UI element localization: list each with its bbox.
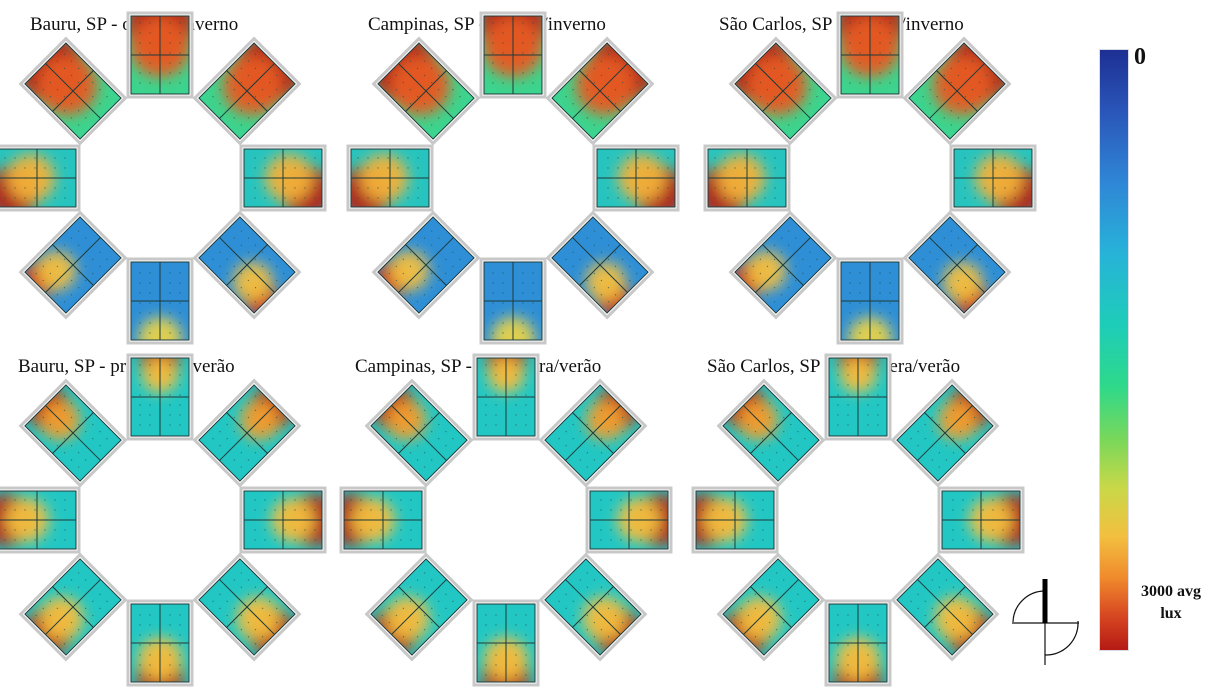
room-map-sw xyxy=(18,552,128,662)
colorbar-max-value: 3000 avg xyxy=(1141,583,1201,600)
room-map-nw xyxy=(18,36,128,146)
panel-octagon-4 xyxy=(339,353,673,687)
room-map-n xyxy=(824,353,892,441)
room-map-s xyxy=(126,257,194,345)
panel-octagon-1 xyxy=(346,11,680,345)
room-map-se xyxy=(545,210,655,320)
room-map-s xyxy=(126,599,194,687)
panel-octagon-2 xyxy=(703,11,1037,345)
room-map-ne xyxy=(902,36,1012,146)
room-map-w xyxy=(0,144,81,212)
room-map-s xyxy=(472,599,540,687)
room-map-e xyxy=(239,144,327,212)
room-map-ne xyxy=(538,378,648,488)
room-map-e xyxy=(949,144,1037,212)
room-map-e xyxy=(239,486,327,554)
room-map-s xyxy=(479,257,547,345)
room-map-n xyxy=(472,353,540,441)
room-map-ne xyxy=(890,378,1000,488)
room-map-se xyxy=(890,552,1000,662)
room-map-n xyxy=(126,11,194,99)
room-map-nw xyxy=(728,36,838,146)
illuminance-maps xyxy=(0,11,1037,687)
room-map-n xyxy=(126,353,194,441)
room-map-ne xyxy=(192,36,302,146)
room-map-n xyxy=(479,11,547,99)
room-map-nw xyxy=(716,378,826,488)
room-map-sw xyxy=(364,552,474,662)
room-map-n xyxy=(836,11,904,99)
room-map-e xyxy=(937,486,1025,554)
room-map-se xyxy=(538,552,648,662)
north-arrow-icon xyxy=(1012,579,1079,665)
colorbar-min-label: 0 xyxy=(1134,44,1146,70)
room-map-w xyxy=(346,144,434,212)
room-map-e xyxy=(592,144,680,212)
room-map-w xyxy=(339,486,427,554)
room-map-s xyxy=(836,257,904,345)
panel-octagon-5 xyxy=(691,353,1025,687)
room-map-e xyxy=(585,486,673,554)
room-map-w xyxy=(703,144,791,212)
panel-octagon-3 xyxy=(0,353,327,687)
room-map-nw xyxy=(371,36,481,146)
room-map-w xyxy=(0,486,81,554)
room-map-sw xyxy=(728,210,838,320)
colorbar-max-unit: lux xyxy=(1160,605,1182,622)
room-map-w xyxy=(691,486,779,554)
room-map-ne xyxy=(545,36,655,146)
room-map-s xyxy=(824,599,892,687)
panel-octagon-0 xyxy=(0,11,327,345)
room-map-sw xyxy=(18,210,128,320)
room-map-nw xyxy=(18,378,128,488)
room-map-se xyxy=(902,210,1012,320)
room-map-se xyxy=(192,552,302,662)
illuminance-colorbar xyxy=(1100,50,1128,650)
room-map-se xyxy=(192,210,302,320)
room-map-sw xyxy=(371,210,481,320)
room-map-nw xyxy=(364,378,474,488)
room-map-ne xyxy=(192,378,302,488)
colorbar-max-label: 3000 avg lux xyxy=(1126,581,1212,625)
room-map-sw xyxy=(716,552,826,662)
